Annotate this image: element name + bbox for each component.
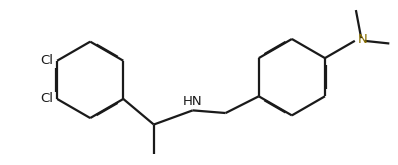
- Text: N: N: [357, 33, 367, 46]
- Text: HN: HN: [183, 95, 203, 108]
- Text: Cl: Cl: [40, 92, 53, 105]
- Text: Cl: Cl: [40, 54, 53, 67]
